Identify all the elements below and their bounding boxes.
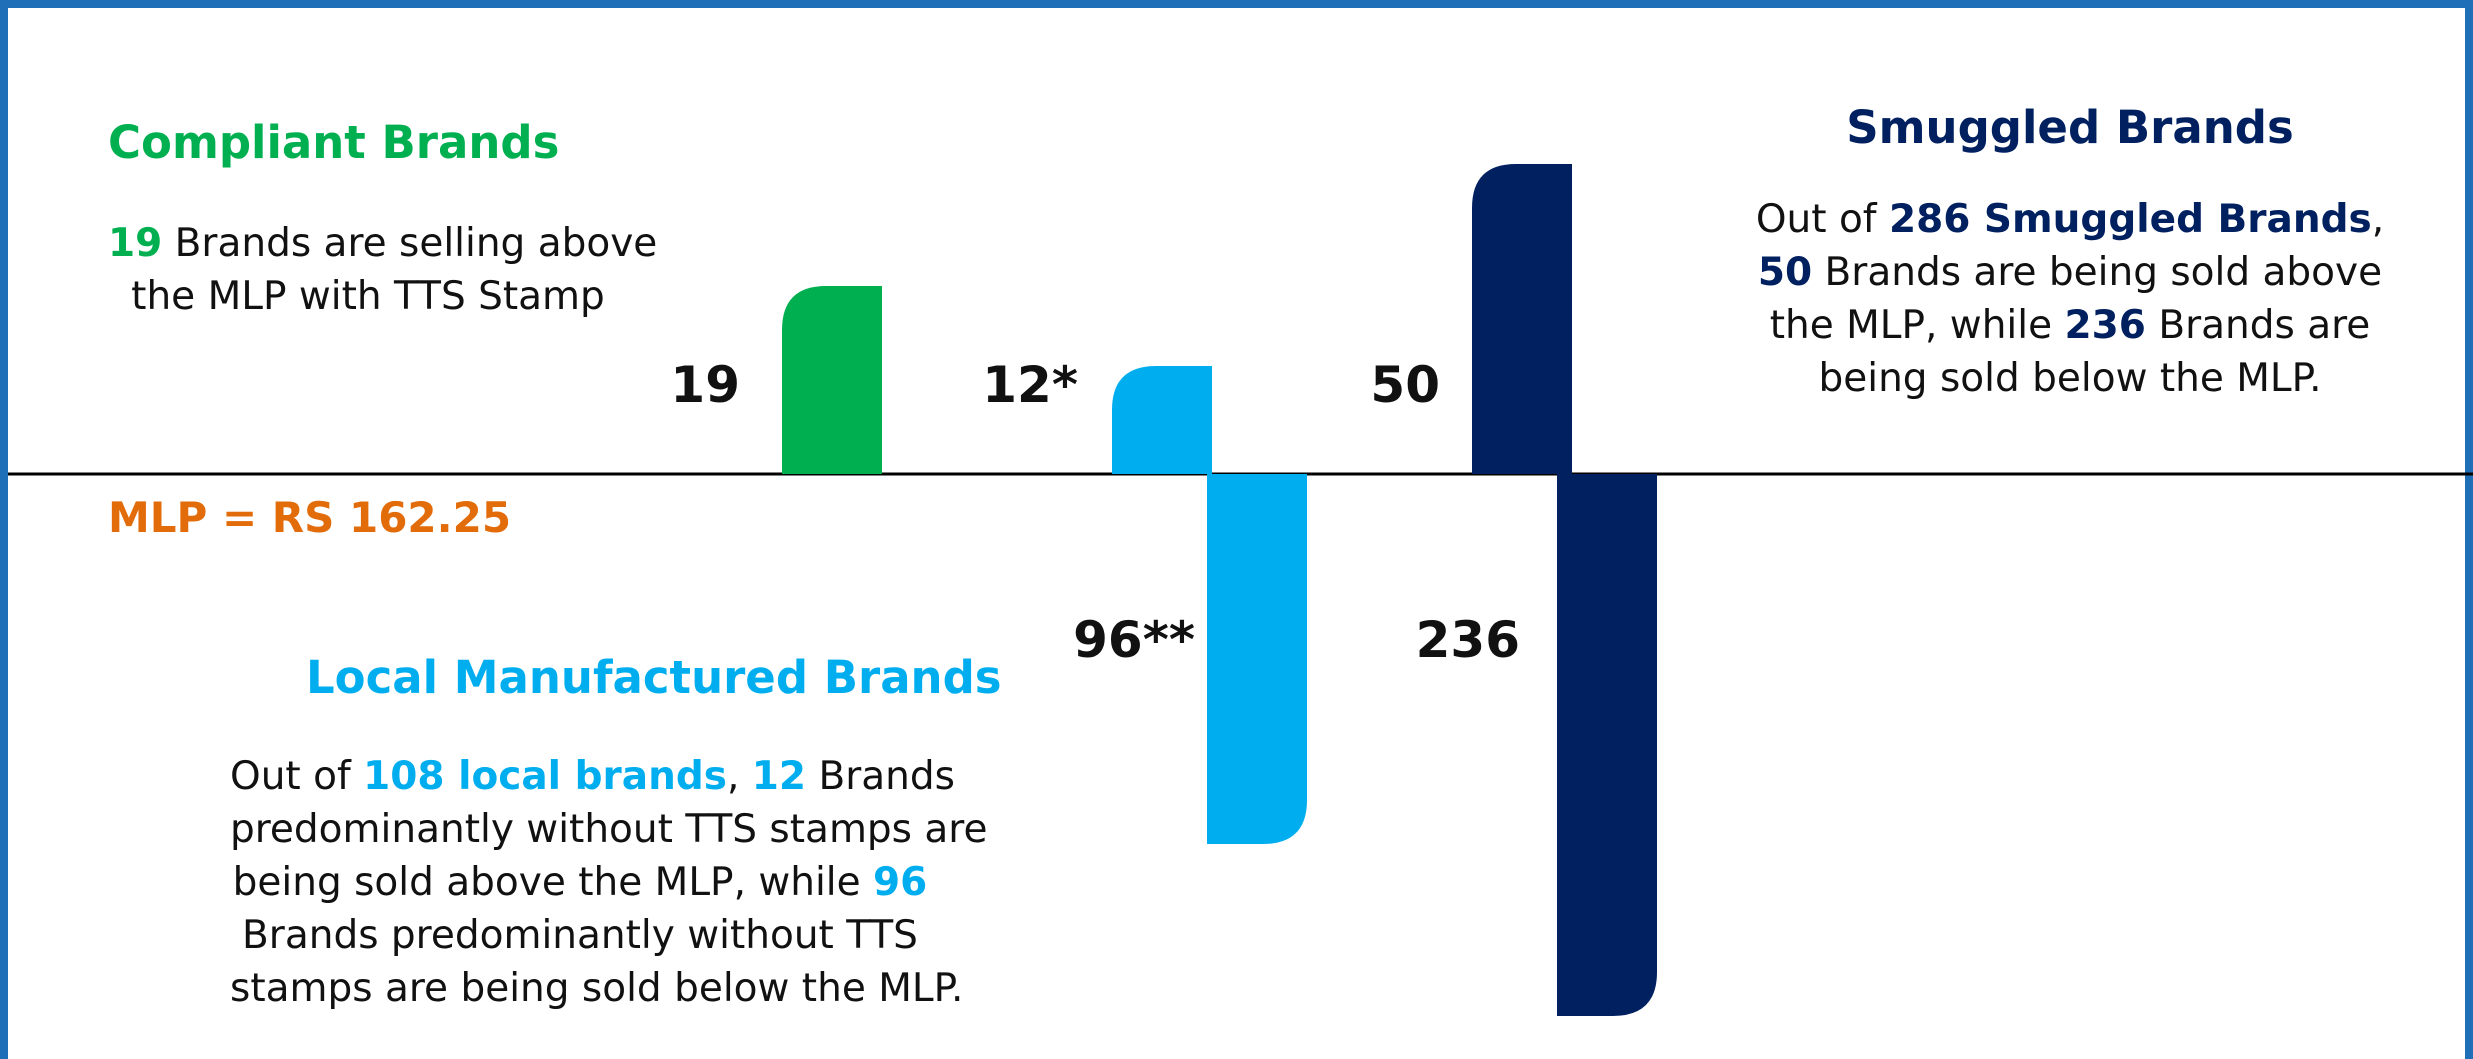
- bar-local-below: [1207, 474, 1307, 844]
- smuggled-total: 286 Smuggled Brands: [1888, 197, 2372, 242]
- smuggled-line-3-end: Brands are: [2145, 303, 2371, 348]
- smuggled-line-2-text: Brands are being sold above: [1812, 250, 2383, 295]
- local-total: 108 local brands: [363, 754, 727, 799]
- compliant-line-1: 19 Brands are selling above: [108, 217, 657, 270]
- local-description: Out of 108 local brands, 12 Brands predo…: [230, 750, 988, 1015]
- bar-label-smuggled-above: 50: [1370, 356, 1440, 414]
- mlp-label: MLP = RS 162.25: [108, 493, 512, 542]
- compliant-line-1-text: Brands are selling above: [162, 221, 658, 266]
- smuggled-line-1: Out of 286 Smuggled Brands,: [1750, 193, 2390, 246]
- bar-local-above: [1112, 366, 1212, 474]
- local-line-5: stamps are being sold below the MLP.: [230, 966, 964, 1011]
- compliant-description: 19 Brands are selling above the MLP with…: [108, 217, 657, 323]
- local-line-1: Out of 108 local brands, 12 Brands: [230, 750, 955, 803]
- smuggled-line-2: 50 Brands are being sold above: [1750, 246, 2390, 299]
- smuggled-above-count: 50: [1757, 250, 1813, 295]
- bar-smuggled-above: [1472, 164, 1572, 474]
- bars-group: 19 12* 96** 50 236: [670, 164, 1657, 1016]
- compliant-title: Compliant Brands: [108, 116, 560, 169]
- local-line-1-text: Out of: [230, 754, 364, 799]
- bar-compliant-above: [782, 286, 882, 474]
- local-title: Local Manufactured Brands: [306, 651, 1002, 704]
- smuggled-line-1-text: Out of: [1755, 197, 1889, 242]
- smuggled-line-3: the MLP, while 236 Brands are: [1750, 299, 2390, 352]
- smuggled-below-count: 236: [2064, 303, 2146, 348]
- bar-label-smuggled-below: 236: [1416, 611, 1520, 669]
- compliant-count: 19: [108, 221, 163, 266]
- bar-label-local-below: 96**: [1073, 611, 1195, 669]
- local-line-3: being sold above the MLP, while 96: [230, 856, 930, 909]
- smuggled-line-3-text: the MLP, while: [1769, 303, 2065, 348]
- smuggled-line-4: being sold below the MLP.: [1818, 356, 2322, 401]
- smuggled-description: Out of 286 Smuggled Brands, 50 Brands ar…: [1750, 193, 2390, 405]
- local-line-4: Brands predominantly without TTS: [242, 913, 918, 958]
- smuggled-line-1-end: ,: [2371, 197, 2385, 242]
- bar-smuggled-below: [1557, 474, 1657, 1016]
- bar-label-compliant-above: 19: [670, 356, 740, 414]
- local-line-2: predominantly without TTS stamps are: [230, 807, 988, 852]
- bar-label-local-above: 12*: [982, 356, 1078, 414]
- compliant-line-2: the MLP with TTS Stamp: [131, 274, 605, 319]
- local-line-1-sep: ,: [727, 754, 752, 799]
- local-above-count: 12: [751, 754, 807, 799]
- local-line-1-end: Brands: [806, 754, 955, 799]
- local-line-3-text: being sold above the MLP, while: [232, 860, 874, 905]
- local-below-count: 96: [873, 860, 928, 905]
- smuggled-title: Smuggled Brands: [1846, 101, 2294, 154]
